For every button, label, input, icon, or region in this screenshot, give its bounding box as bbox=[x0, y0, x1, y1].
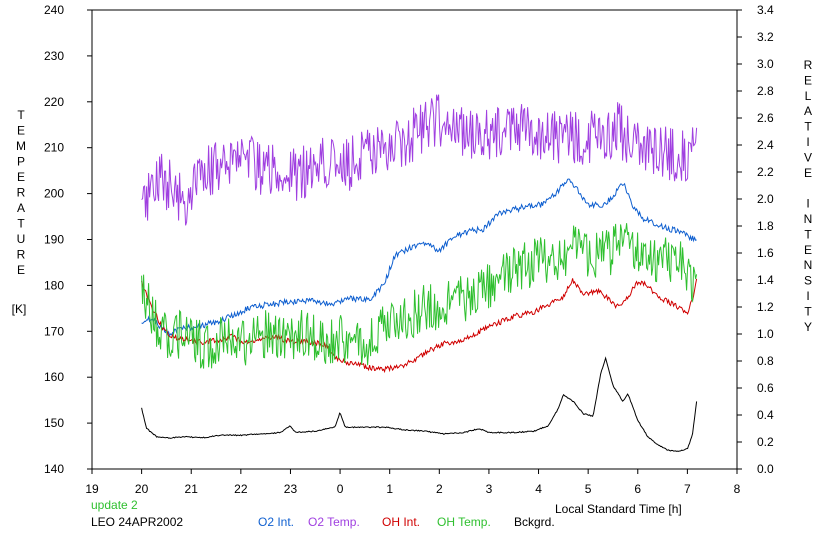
update-label: update 2 bbox=[91, 498, 138, 512]
left-tick-label: 230 bbox=[44, 49, 64, 63]
left-axis-ticks: 140 150 160 170 180 190 200 210 220 230 240 bbox=[44, 3, 92, 476]
right-tick-label: 1.2 bbox=[757, 300, 774, 314]
series-line-oh-int bbox=[141, 278, 698, 374]
x-axis-label: Local Standard Time [h] bbox=[555, 502, 682, 516]
x-tick-label: 19 bbox=[85, 482, 99, 496]
right-axis-letter: Y bbox=[804, 320, 812, 334]
series-line-o2-temp bbox=[141, 94, 698, 226]
x-tick-label: 21 bbox=[185, 482, 199, 496]
left-tick-label: 210 bbox=[44, 141, 64, 155]
x-tick-label: 6 bbox=[634, 482, 641, 496]
legend-bckgrd: Bckgrd. bbox=[514, 515, 555, 529]
x-tick-label: 2 bbox=[436, 482, 443, 496]
left-axis-letter: M bbox=[16, 139, 26, 153]
right-axis-letter: I bbox=[806, 135, 809, 149]
right-axis-letter: E bbox=[804, 73, 812, 87]
right-axis-letter: L bbox=[805, 89, 812, 103]
legend-o2-temp: O2 Temp. bbox=[308, 515, 360, 529]
left-axis-letter: U bbox=[17, 232, 26, 246]
left-axis-letter: P bbox=[17, 155, 25, 169]
right-tick-label: 1.8 bbox=[757, 219, 774, 233]
right-axis-letter: V bbox=[804, 150, 812, 164]
legend-o2-int: O2 Int. bbox=[258, 515, 294, 529]
right-tick-label: 1.4 bbox=[757, 273, 774, 287]
right-tick-label: 0.0 bbox=[757, 462, 774, 476]
left-axis-letter: T bbox=[17, 108, 25, 122]
left-tick-label: 180 bbox=[44, 278, 64, 292]
x-tick-label: 23 bbox=[284, 482, 298, 496]
right-axis-ticks: 0.0 0.2 0.4 0.6 0.8 1.0 1.2 1.4 1.6 1.8 2.0 2.2 2.4 2… bbox=[737, 3, 774, 476]
right-tick-label: 0.2 bbox=[757, 435, 774, 449]
x-tick-label: 22 bbox=[234, 482, 248, 496]
right-axis-letter: T bbox=[804, 227, 812, 241]
x-axis-ticks: 19 20 21 22 23 0 1 2 3 4 5 6 7 8 bbox=[85, 469, 741, 496]
right-tick-label: 3.4 bbox=[757, 3, 774, 17]
right-axis-letter: N bbox=[804, 258, 813, 272]
left-axis-letter: E bbox=[17, 124, 25, 138]
right-axis-letter: R bbox=[804, 58, 813, 72]
x-tick-label: 3 bbox=[486, 482, 493, 496]
right-axis-letter: I bbox=[806, 289, 809, 303]
right-tick-label: 2.0 bbox=[757, 192, 774, 206]
right-axis-letter: A bbox=[804, 104, 812, 118]
right-tick-label: 1.6 bbox=[757, 246, 774, 260]
right-tick-label: 2.8 bbox=[757, 84, 774, 98]
right-tick-label: 2.4 bbox=[757, 138, 774, 152]
right-axis-letter: T bbox=[804, 304, 812, 318]
legend-oh-temp: OH Temp. bbox=[437, 515, 491, 529]
right-axis-letter: N bbox=[804, 212, 813, 226]
right-axis-letter: E bbox=[804, 243, 812, 257]
right-axis-letter: I bbox=[806, 197, 809, 211]
x-tick-label: 20 bbox=[135, 482, 149, 496]
right-tick-label: 1.0 bbox=[757, 327, 774, 341]
x-tick-label: 0 bbox=[337, 482, 344, 496]
x-tick-label: 8 bbox=[734, 482, 741, 496]
left-tick-label: 140 bbox=[44, 462, 64, 476]
left-axis-letter: E bbox=[17, 170, 25, 184]
series-line-o2-int bbox=[141, 178, 697, 337]
right-tick-label: 3.2 bbox=[757, 30, 774, 44]
left-axis-letter: R bbox=[17, 186, 26, 200]
legend-oh-int: OH Int. bbox=[382, 515, 420, 529]
right-tick-label: 0.4 bbox=[757, 408, 774, 422]
left-tick-label: 220 bbox=[44, 95, 64, 109]
series-line-bckgrd bbox=[141, 356, 698, 452]
left-tick-label: 160 bbox=[44, 370, 64, 384]
left-tick-label: 190 bbox=[44, 233, 64, 247]
series-line-oh-temp bbox=[141, 223, 698, 369]
right-tick-label: 0.6 bbox=[757, 381, 774, 395]
right-tick-label: 2.6 bbox=[757, 111, 774, 125]
x-tick-label: 1 bbox=[386, 482, 393, 496]
right-axis-letter: S bbox=[804, 274, 812, 288]
left-axis-letter: R bbox=[17, 248, 26, 262]
left-axis-unit: [K] bbox=[12, 302, 27, 316]
plot-frame bbox=[91, 9, 738, 470]
x-tick-label: 4 bbox=[535, 482, 542, 496]
left-axis-letter: T bbox=[17, 217, 25, 231]
x-tick-label: 5 bbox=[585, 482, 592, 496]
right-tick-label: 0.8 bbox=[757, 354, 774, 368]
left-tick-label: 150 bbox=[44, 416, 64, 430]
left-axis-letter: E bbox=[17, 263, 25, 277]
right-tick-label: 2.2 bbox=[757, 165, 774, 179]
series-layer bbox=[141, 94, 698, 452]
left-tick-label: 200 bbox=[44, 187, 64, 201]
left-tick-label: 240 bbox=[44, 3, 64, 17]
right-axis-letter: T bbox=[804, 120, 812, 134]
station-label: LEO 24APR2002 bbox=[91, 515, 183, 529]
x-tick-label: 7 bbox=[684, 482, 691, 496]
left-axis-letter: A bbox=[17, 201, 25, 215]
right-axis-letter: E bbox=[804, 166, 812, 180]
left-tick-label: 170 bbox=[44, 324, 64, 338]
right-tick-label: 3.0 bbox=[757, 57, 774, 71]
